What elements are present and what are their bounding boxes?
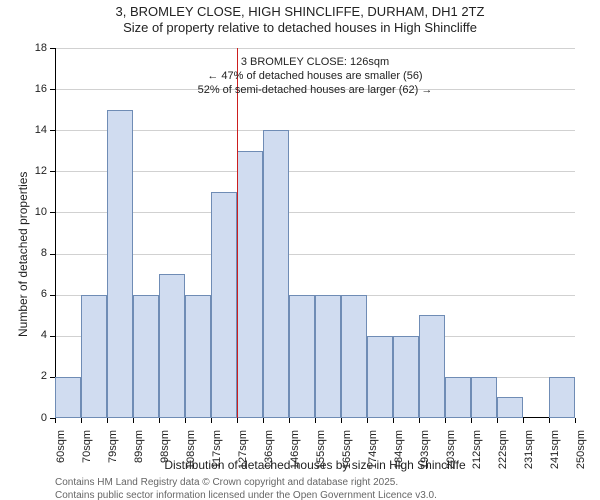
histogram-bar	[55, 377, 81, 418]
y-tick-mark	[50, 336, 55, 337]
x-tick-mark	[471, 418, 472, 423]
x-tick-mark	[575, 418, 576, 423]
x-tick-label: 108sqm	[185, 430, 197, 480]
x-tick-mark	[81, 418, 82, 423]
histogram-bar	[497, 397, 523, 418]
x-tick-mark	[185, 418, 186, 423]
x-tick-mark	[445, 418, 446, 423]
histogram-bar	[133, 295, 159, 418]
y-tick-label: 2	[22, 370, 47, 382]
footer-line-1: Contains HM Land Registry data © Crown c…	[55, 476, 437, 489]
y-axis-line	[55, 48, 56, 418]
x-tick-label: 98sqm	[159, 430, 171, 480]
chart-page: { "chart": { "type": "histogram", "backg…	[0, 0, 600, 500]
y-tick-label: 14	[22, 124, 47, 136]
x-tick-mark	[497, 418, 498, 423]
histogram-bar	[315, 295, 341, 418]
x-tick-mark	[549, 418, 550, 423]
y-tick-mark	[50, 171, 55, 172]
footer-line-2: Contains public sector information licen…	[55, 489, 437, 500]
histogram-bar	[445, 377, 471, 418]
x-tick-mark	[367, 418, 368, 423]
annotation-line-3: 52% of semi-detached houses are larger (…	[55, 84, 575, 98]
y-tick-label: 6	[22, 288, 47, 300]
grid-line	[55, 130, 575, 131]
x-tick-mark	[159, 418, 160, 423]
x-tick-label: 89sqm	[133, 430, 145, 480]
x-tick-label: 212sqm	[471, 430, 483, 480]
y-tick-label: 16	[22, 83, 47, 95]
grid-line	[55, 48, 575, 49]
y-tick-mark	[50, 130, 55, 131]
histogram-bar	[263, 130, 289, 418]
x-tick-mark	[237, 418, 238, 423]
x-tick-mark	[419, 418, 420, 423]
x-tick-label: 231sqm	[523, 430, 535, 480]
x-tick-mark	[315, 418, 316, 423]
x-tick-mark	[263, 418, 264, 423]
grid-line	[55, 171, 575, 172]
x-tick-label: 241sqm	[549, 430, 561, 480]
chart-title: 3, BROMLEY CLOSE, HIGH SHINCLIFFE, DURHA…	[0, 4, 600, 20]
y-tick-label: 12	[22, 165, 47, 177]
x-tick-mark	[523, 418, 524, 423]
x-tick-mark	[55, 418, 56, 423]
x-tick-label: 203sqm	[445, 430, 457, 480]
x-tick-label: 136sqm	[263, 430, 275, 480]
marker-line	[237, 48, 238, 418]
histogram-bar	[367, 336, 393, 418]
annotation-line-1: 3 BROMLEY CLOSE: 126sqm	[55, 56, 575, 70]
histogram-bar	[185, 295, 211, 418]
x-axis-label: Distribution of detached houses by size …	[55, 458, 575, 472]
histogram-bar	[419, 315, 445, 418]
y-tick-mark	[50, 295, 55, 296]
x-tick-mark	[133, 418, 134, 423]
footer-attribution: Contains HM Land Registry data © Crown c…	[55, 476, 437, 500]
histogram-bar	[549, 377, 575, 418]
histogram-bar	[393, 336, 419, 418]
x-tick-label: 155sqm	[315, 430, 327, 480]
histogram-bar	[471, 377, 497, 418]
x-tick-label: 117sqm	[211, 430, 223, 480]
histogram-bar	[341, 295, 367, 418]
chart-titles: 3, BROMLEY CLOSE, HIGH SHINCLIFFE, DURHA…	[0, 4, 600, 37]
x-tick-label: 165sqm	[341, 430, 353, 480]
x-tick-label: 222sqm	[497, 430, 509, 480]
grid-line	[55, 254, 575, 255]
y-tick-mark	[50, 254, 55, 255]
y-tick-mark	[50, 212, 55, 213]
x-tick-label: 70sqm	[81, 430, 93, 480]
x-tick-mark	[341, 418, 342, 423]
histogram-bar	[159, 274, 185, 418]
x-tick-label: 184sqm	[393, 430, 405, 480]
x-tick-label: 60sqm	[55, 430, 67, 480]
x-tick-label: 193sqm	[419, 430, 431, 480]
histogram-bar	[107, 110, 133, 418]
histogram-bar	[81, 295, 107, 418]
histogram-bar	[211, 192, 237, 418]
y-tick-label: 0	[22, 412, 47, 424]
grid-line	[55, 212, 575, 213]
y-tick-label: 18	[22, 42, 47, 54]
x-tick-mark	[211, 418, 212, 423]
x-tick-label: 250sqm	[575, 430, 587, 480]
plot-area: 02468101214161860sqm70sqm79sqm89sqm98sqm…	[55, 48, 575, 418]
x-tick-mark	[393, 418, 394, 423]
histogram-bar	[237, 151, 263, 418]
y-tick-label: 8	[22, 247, 47, 259]
histogram-bar	[289, 295, 315, 418]
x-tick-label: 174sqm	[367, 430, 379, 480]
x-tick-mark	[289, 418, 290, 423]
y-tick-label: 10	[22, 206, 47, 218]
marker-annotation: 3 BROMLEY CLOSE: 126sqm ← 47% of detache…	[55, 56, 575, 97]
annotation-line-2: ← 47% of detached houses are smaller (56…	[55, 70, 575, 84]
x-tick-label: 127sqm	[237, 430, 249, 480]
x-tick-label: 146sqm	[289, 430, 301, 480]
x-tick-mark	[107, 418, 108, 423]
y-tick-mark	[50, 48, 55, 49]
chart-subtitle: Size of property relative to detached ho…	[0, 20, 600, 36]
y-tick-label: 4	[22, 329, 47, 341]
x-tick-label: 79sqm	[107, 430, 119, 480]
